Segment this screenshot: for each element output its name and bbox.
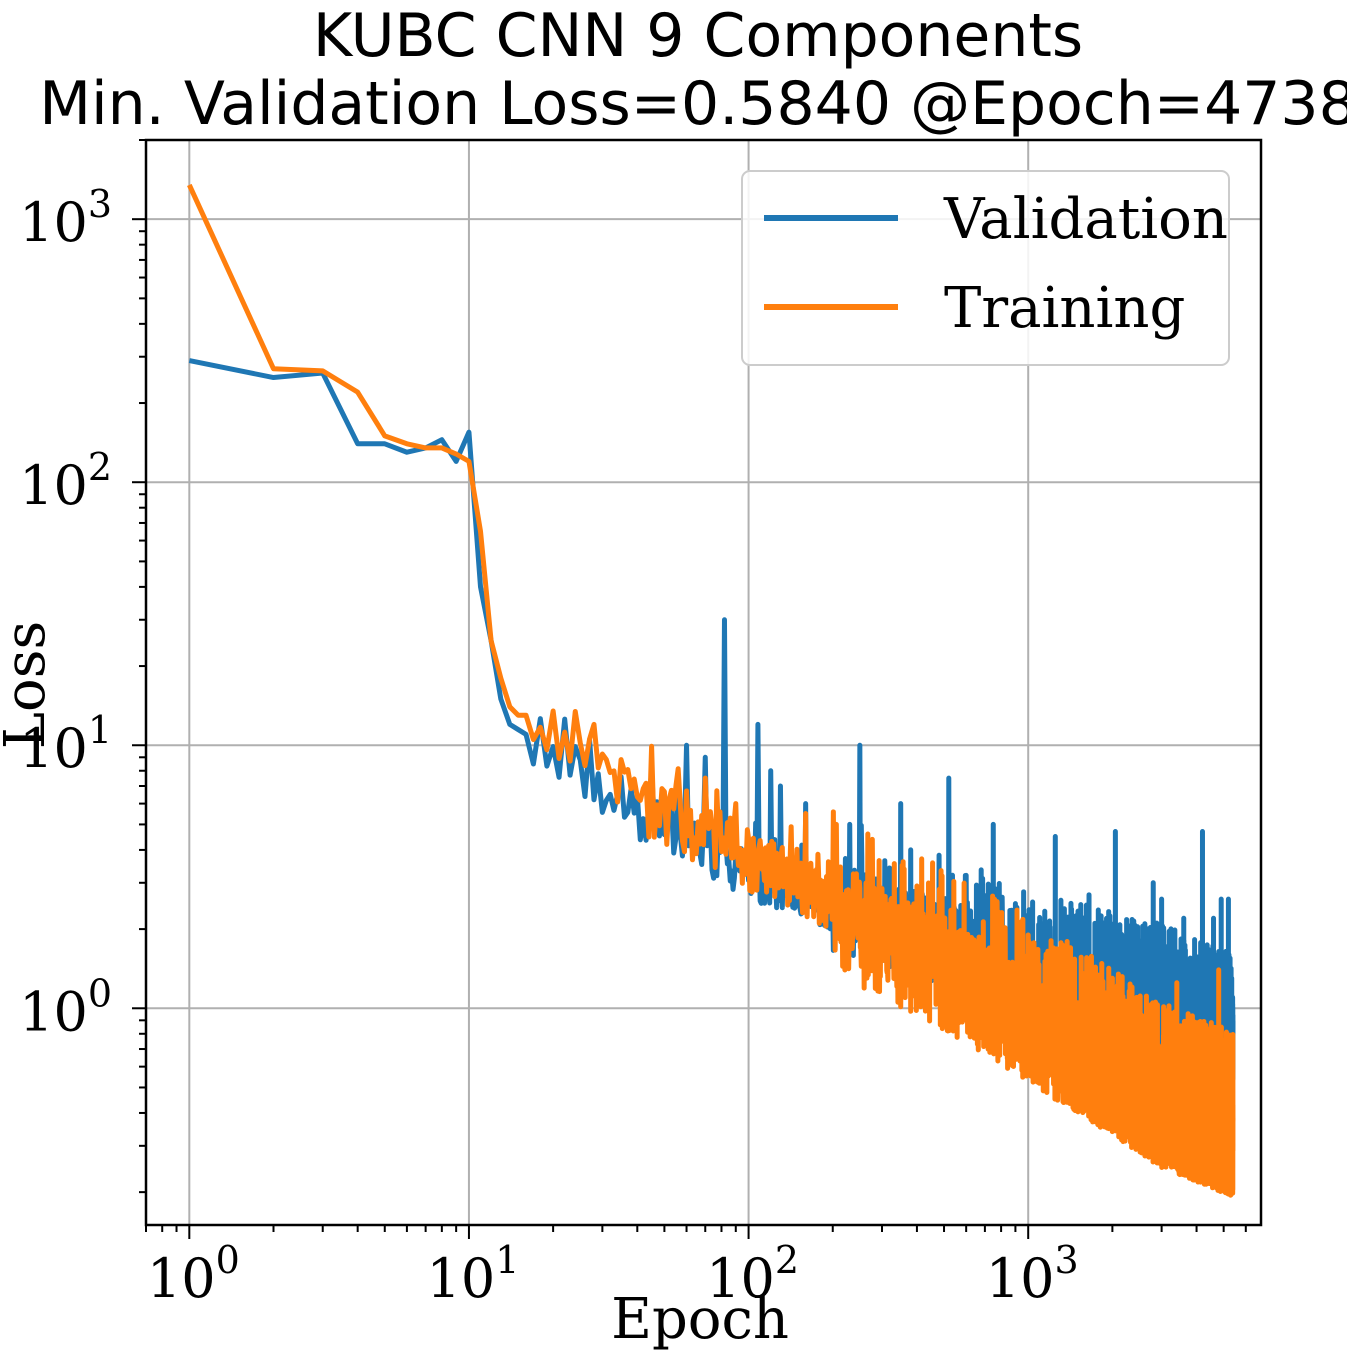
- legend-label-training: Training: [944, 276, 1185, 341]
- plot-area: [187, 183, 1236, 1198]
- chart-title: KUBC CNN 9 Components: [313, 1, 1083, 71]
- x-tick-label: 102: [706, 1238, 799, 1310]
- axes: 100 101 102 103 100 101 102 103: [19, 138, 1263, 1310]
- y-tick-label: 100: [19, 971, 112, 1043]
- y-axis-label: Loss: [0, 621, 58, 749]
- y-tick-label: 102: [19, 445, 112, 517]
- series-line-training: [187, 183, 1236, 1198]
- x-tick-label: 101: [426, 1238, 519, 1310]
- x-tick-label: 100: [147, 1238, 240, 1310]
- y-tick-label: 103: [19, 182, 112, 254]
- x-tick-label: 103: [986, 1238, 1079, 1310]
- y-tick-label: 101: [19, 708, 112, 780]
- chart-subtitle: Min. Validation Loss=0.5840 @Epoch=4738: [39, 69, 1347, 139]
- x-axis-label: Epoch: [611, 1287, 789, 1350]
- axes-frame: [144, 138, 1263, 1227]
- legend-label-validation: Validation: [943, 187, 1228, 252]
- legend: Validation Training: [741, 170, 1230, 366]
